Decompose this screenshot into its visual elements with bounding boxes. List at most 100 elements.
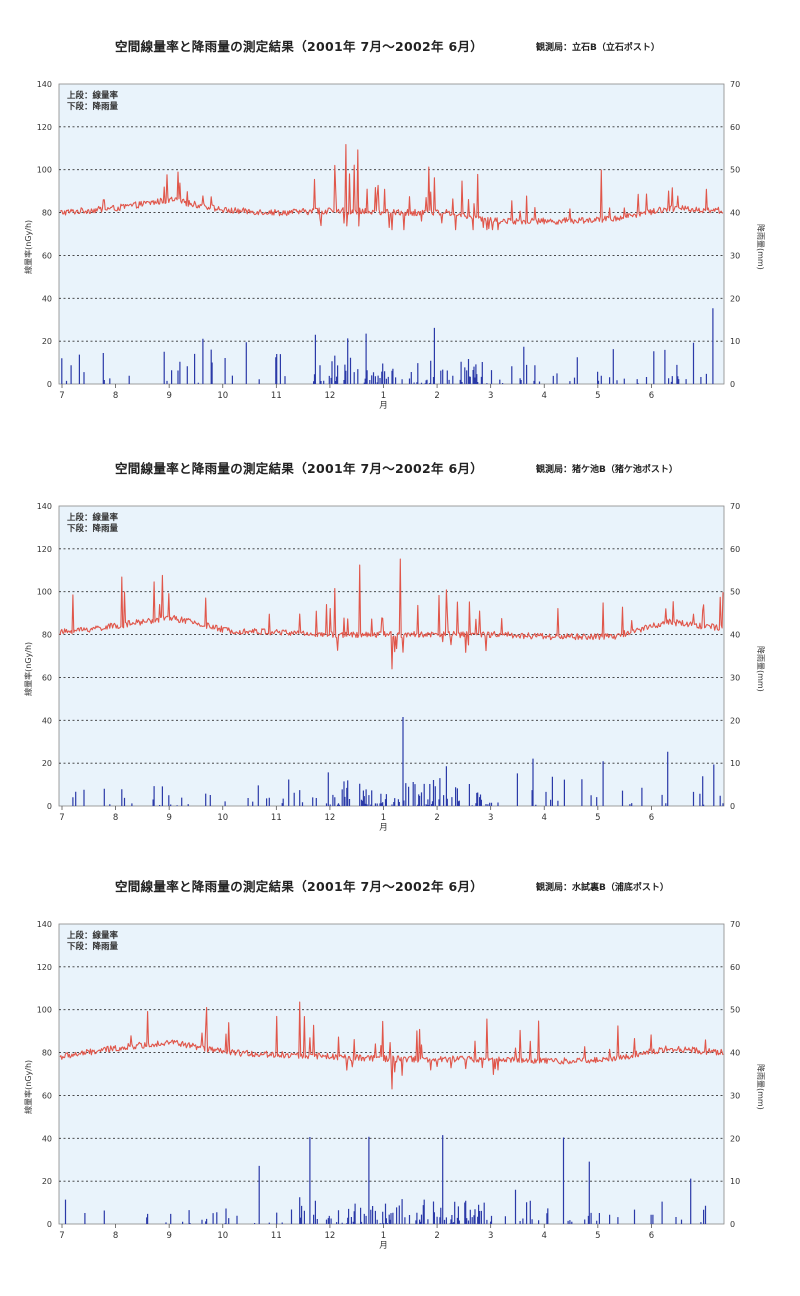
x-tick-label: 8 [113,1231,118,1241]
y-tick-label-right: 10 [730,1177,740,1186]
y-tick-label-right: 30 [730,1091,740,1100]
x-tick-label: 6 [649,1231,654,1241]
y-tick-label-right: 60 [730,963,740,972]
x-tick-label: 7 [59,391,64,401]
y-tick-label-right: 0 [730,802,735,811]
plot-area [58,83,725,385]
x-tick-label: 12 [325,1231,336,1241]
y-tick-label-left: 140 [37,80,52,89]
y-tick-label-right: 50 [730,588,740,597]
series-line-dose-rate [59,144,724,231]
y-tick-label-right: 10 [730,337,740,346]
y-tick-label-left: 100 [37,588,52,597]
x-tick-label: 5 [595,1231,600,1241]
y-tick-label-right: 70 [730,920,740,929]
series-bars-rainfall [61,308,714,384]
chart-title: 空間線量率と降雨量の測定結果（2001年 7月～2002年 6月） [115,879,484,894]
y-tick-label-left: 60 [42,251,52,260]
y-tick-label-left: 120 [37,123,52,132]
y-tick-label-left: 120 [37,545,52,554]
y-tick-label-right: 40 [730,1049,740,1058]
legend-entry: 下段：降雨量 [67,941,119,952]
x-tick-label: 2 [434,391,439,401]
y-axis-label-right: 降雨量(mm) [756,1064,766,1110]
x-tick-label: 11 [271,1231,282,1241]
x-tick-label: 6 [649,813,654,823]
station-label: 観測局：水試裏B（浦底ポスト） [536,883,669,893]
chart-svg: 0 20 40 60 80 100 120 140 0 10 20 30 40 50 60 70 線量率(nGy… [23,920,766,1251]
x-tick-label: 8 [113,813,118,823]
x-tick-label: 7 [59,813,64,823]
series-bars-rainfall [72,717,724,806]
x-tick-label: 1 [381,1231,386,1241]
y-tick-label-left: 60 [42,1091,52,1100]
y-tick-label-left: 20 [42,1177,52,1186]
y-tick-label-right: 40 [730,631,740,640]
y-tick-label-left: 40 [42,716,52,725]
x-tick-label: 9 [166,1231,171,1241]
x-tick-label: 4 [542,1231,547,1241]
y-tick-label-right: 30 [730,251,740,260]
x-tick-label: 1 [381,813,386,823]
y-tick-label-left: 80 [42,1049,52,1058]
x-tick-label: 11 [271,391,282,401]
y-tick-label-right: 10 [730,759,740,768]
y-axis-label-left: 線量率(nGy/h) [23,642,33,696]
y-tick-label-right: 70 [730,80,740,89]
x-tick-label: 11 [271,813,282,823]
chart-title: 空間線量率と降雨量の測定結果（2001年 7月～2002年 6月） [115,39,484,54]
y-tick-label-left: 80 [42,209,52,218]
chart-svg: 0 20 40 60 80 100 120 140 0 10 20 30 40 50 60 70 線量率(nGy… [23,80,766,411]
chart-panel-tateishi: 空間線量率と降雨量の測定結果（2001年 7月～2002年 6月） 観測局：立石… [0,36,800,456]
chart-title: 空間線量率と降雨量の測定結果（2001年 7月～2002年 6月） [115,461,484,476]
y-tick-label-left: 0 [47,380,52,389]
y-tick-label-right: 20 [730,294,740,303]
x-tick-label: 3 [488,1231,493,1241]
x-tick-label: 12 [325,813,336,823]
legend-entry: 上段：線量率 [67,512,119,523]
x-tick-label: 10 [217,1231,228,1241]
chart-svg: 0 20 40 60 80 100 120 140 0 10 20 30 40 50 60 70 線量率(nGy… [23,502,766,833]
y-tick-label-right: 40 [730,209,740,218]
x-tick-label: 5 [595,813,600,823]
y-tick-label-right: 20 [730,1134,740,1143]
legend-entry: 下段：降雨量 [67,523,119,534]
y-tick-label-left: 100 [37,166,52,175]
series-line-dose-rate [59,1001,724,1090]
y-tick-label-left: 40 [42,1134,52,1143]
y-tick-label-left: 0 [47,1220,52,1229]
y-tick-label-left: 120 [37,963,52,972]
y-tick-label-left: 140 [37,502,52,511]
y-axis-label-right: 降雨量(mm) [756,646,766,692]
y-axis-label-right: 降雨量(mm) [756,224,766,270]
chart-panel-inogaike: 空間線量率と降雨量の測定結果（2001年 7月～2002年 6月） 観測局：猪ケ… [0,458,800,878]
y-tick-label-right: 50 [730,166,740,175]
legend-entry: 下段：降雨量 [67,101,119,112]
y-tick-label-left: 20 [42,759,52,768]
x-tick-label: 5 [595,391,600,401]
x-axis-label: 月 [379,1241,388,1251]
x-tick-label: 3 [488,813,493,823]
x-tick-label: 6 [649,391,654,401]
station-label: 観測局：立石B（立石ポスト） [536,43,660,53]
x-tick-label: 10 [217,813,228,823]
x-tick-label: 12 [325,391,336,401]
y-tick-label-right: 60 [730,545,740,554]
x-tick-label: 3 [488,391,493,401]
legend-entry: 上段：線量率 [67,90,119,101]
station-label: 観測局：猪ケ池B（猪ケ池ポスト） [536,465,678,475]
x-tick-label: 4 [542,391,547,401]
y-tick-label-right: 0 [730,380,735,389]
y-tick-label-right: 70 [730,502,740,511]
chart-panel-urasoko: 空間線量率と降雨量の測定結果（2001年 7月～2002年 6月） 観測局：水試… [0,876,800,1296]
x-tick-label: 9 [166,813,171,823]
x-tick-label: 8 [113,391,118,401]
x-tick-label: 4 [542,813,547,823]
y-tick-label-left: 40 [42,294,52,303]
x-tick-label: 2 [434,813,439,823]
x-tick-label: 10 [217,391,228,401]
x-axis-label: 月 [379,823,388,833]
y-tick-label-right: 30 [730,673,740,682]
y-tick-label-left: 80 [42,631,52,640]
x-tick-label: 9 [166,391,171,401]
